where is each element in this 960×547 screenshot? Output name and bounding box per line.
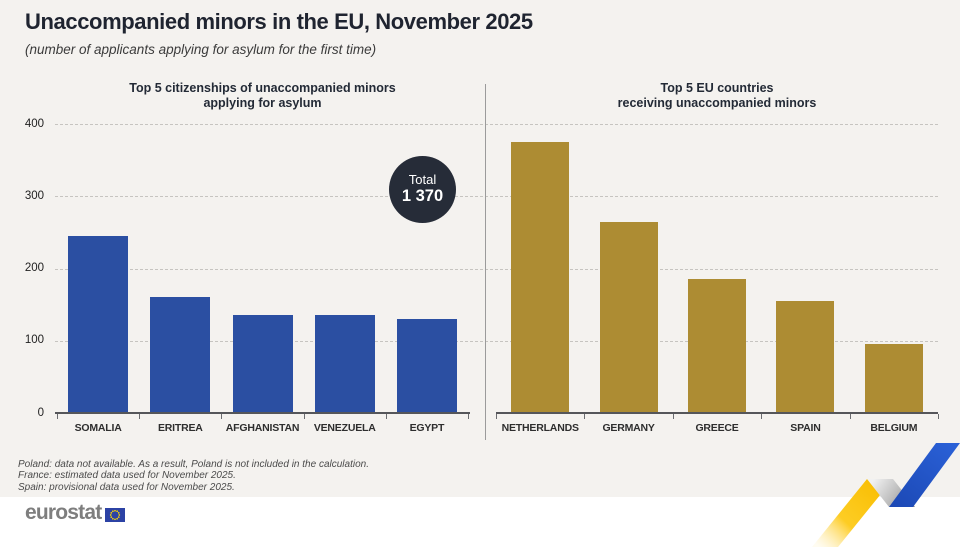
bar-slot bbox=[761, 124, 849, 413]
bar bbox=[396, 319, 457, 413]
ribbon-decoration bbox=[812, 443, 960, 547]
category-label: ERITREA bbox=[157, 422, 203, 434]
y-axis-tick-label: 300 bbox=[24, 189, 44, 202]
y-axis-tick-label: 100 bbox=[24, 334, 44, 347]
left-chart-bars bbox=[57, 124, 468, 413]
left-axis-ticks bbox=[57, 414, 469, 419]
bar-slot bbox=[584, 124, 672, 413]
footnote-poland: Poland: data not available. As a result,… bbox=[18, 459, 369, 470]
gridlines bbox=[55, 124, 938, 413]
axis-tick bbox=[468, 414, 469, 419]
axis-tick bbox=[938, 414, 939, 419]
bar bbox=[511, 142, 570, 413]
bar-slot bbox=[673, 124, 761, 413]
bar-slot bbox=[221, 124, 303, 413]
left-chart-title: Top 5 citizenships of unaccompanied mino… bbox=[55, 81, 470, 111]
axis-tick bbox=[385, 414, 387, 419]
gridline bbox=[55, 196, 938, 198]
axis-tick bbox=[57, 414, 58, 419]
page-subtitle: (number of applicants applying for asylu… bbox=[25, 42, 377, 57]
right-chart-title: Top 5 EU countries receiving unaccompani… bbox=[496, 81, 938, 111]
bar bbox=[599, 221, 658, 413]
left-chart-title-line1: Top 5 citizenships of unaccompanied mino… bbox=[129, 81, 396, 95]
y-axis-tick-label: 200 bbox=[24, 262, 44, 274]
eu-flag-icon bbox=[105, 507, 126, 522]
category-label: GREECE bbox=[695, 422, 739, 434]
left-category-labels: SOMALIA ERITREA AFGHANISTAN VENEZUELA EGYPT bbox=[57, 422, 468, 434]
total-badge: Total 1 370 bbox=[389, 156, 456, 223]
bar bbox=[688, 279, 747, 413]
bar-slot bbox=[386, 124, 468, 413]
bar-slot bbox=[57, 124, 139, 413]
ribbon-blue-stripe bbox=[889, 443, 960, 507]
axis-tick bbox=[303, 414, 305, 419]
bar-slot bbox=[139, 124, 221, 413]
left-axis-baseline bbox=[55, 412, 470, 414]
axis-tick bbox=[221, 414, 223, 419]
category-label: GERMANY bbox=[602, 422, 655, 434]
right-category-labels: NETHERLANDS GERMANY GREECE SPAIN BELGIUM bbox=[496, 422, 938, 434]
bar bbox=[68, 236, 129, 413]
y-axis-tick-label: 0 bbox=[37, 406, 44, 419]
category-label: SOMALIA bbox=[74, 422, 122, 434]
category-label: BELGIUM bbox=[870, 422, 918, 434]
page-title: Unaccompanied minors in the EU, November… bbox=[25, 9, 533, 34]
total-badge-value: 1 370 bbox=[401, 187, 444, 206]
axis-tick bbox=[496, 414, 497, 419]
right-axis-baseline bbox=[496, 412, 938, 414]
right-chart-title-line1: Top 5 EU countries bbox=[660, 81, 774, 95]
right-chart-bars bbox=[496, 124, 938, 413]
right-chart-title-line2: receiving unaccompanied minors bbox=[617, 95, 817, 110]
right-axis-ticks bbox=[496, 414, 939, 419]
category-label: EGYPT bbox=[409, 422, 445, 434]
gridline bbox=[55, 268, 938, 270]
bar-slot bbox=[496, 124, 584, 413]
category-label: AFGHANISTAN bbox=[225, 422, 300, 434]
footnote-spain: Spain: provisional data used for Novembe… bbox=[18, 481, 235, 493]
bar bbox=[864, 344, 923, 413]
eurostat-logo: eurostat bbox=[25, 501, 126, 525]
gridline bbox=[55, 340, 938, 342]
chart-card-background bbox=[0, 0, 960, 497]
category-label: VENEZUELA bbox=[313, 422, 376, 434]
gridline bbox=[55, 124, 938, 125]
bar bbox=[232, 315, 293, 413]
y-axis-tick-label: 400 bbox=[24, 117, 44, 130]
bar bbox=[776, 301, 835, 413]
left-chart-title-line2: applying for asylum bbox=[203, 95, 322, 110]
axis-tick bbox=[139, 414, 141, 419]
eurostat-logo-text: eurostat bbox=[25, 501, 102, 524]
bar-slot bbox=[304, 124, 386, 413]
bar bbox=[314, 315, 375, 413]
bar bbox=[150, 297, 211, 413]
axis-tick bbox=[849, 414, 851, 419]
category-label: NETHERLANDS bbox=[501, 422, 579, 434]
ribbon-yellow-stripe bbox=[812, 479, 893, 547]
total-badge-label: Total bbox=[408, 171, 437, 187]
category-label: SPAIN bbox=[790, 422, 821, 434]
bar-slot bbox=[850, 124, 938, 413]
axis-tick bbox=[761, 414, 763, 419]
panel-divider-line bbox=[485, 84, 486, 440]
axis-tick bbox=[584, 414, 586, 419]
footnotes: Poland: data not available. As a result,… bbox=[18, 459, 369, 493]
axis-tick bbox=[672, 414, 674, 419]
footnote-france: France: estimated data used for November… bbox=[18, 470, 236, 482]
